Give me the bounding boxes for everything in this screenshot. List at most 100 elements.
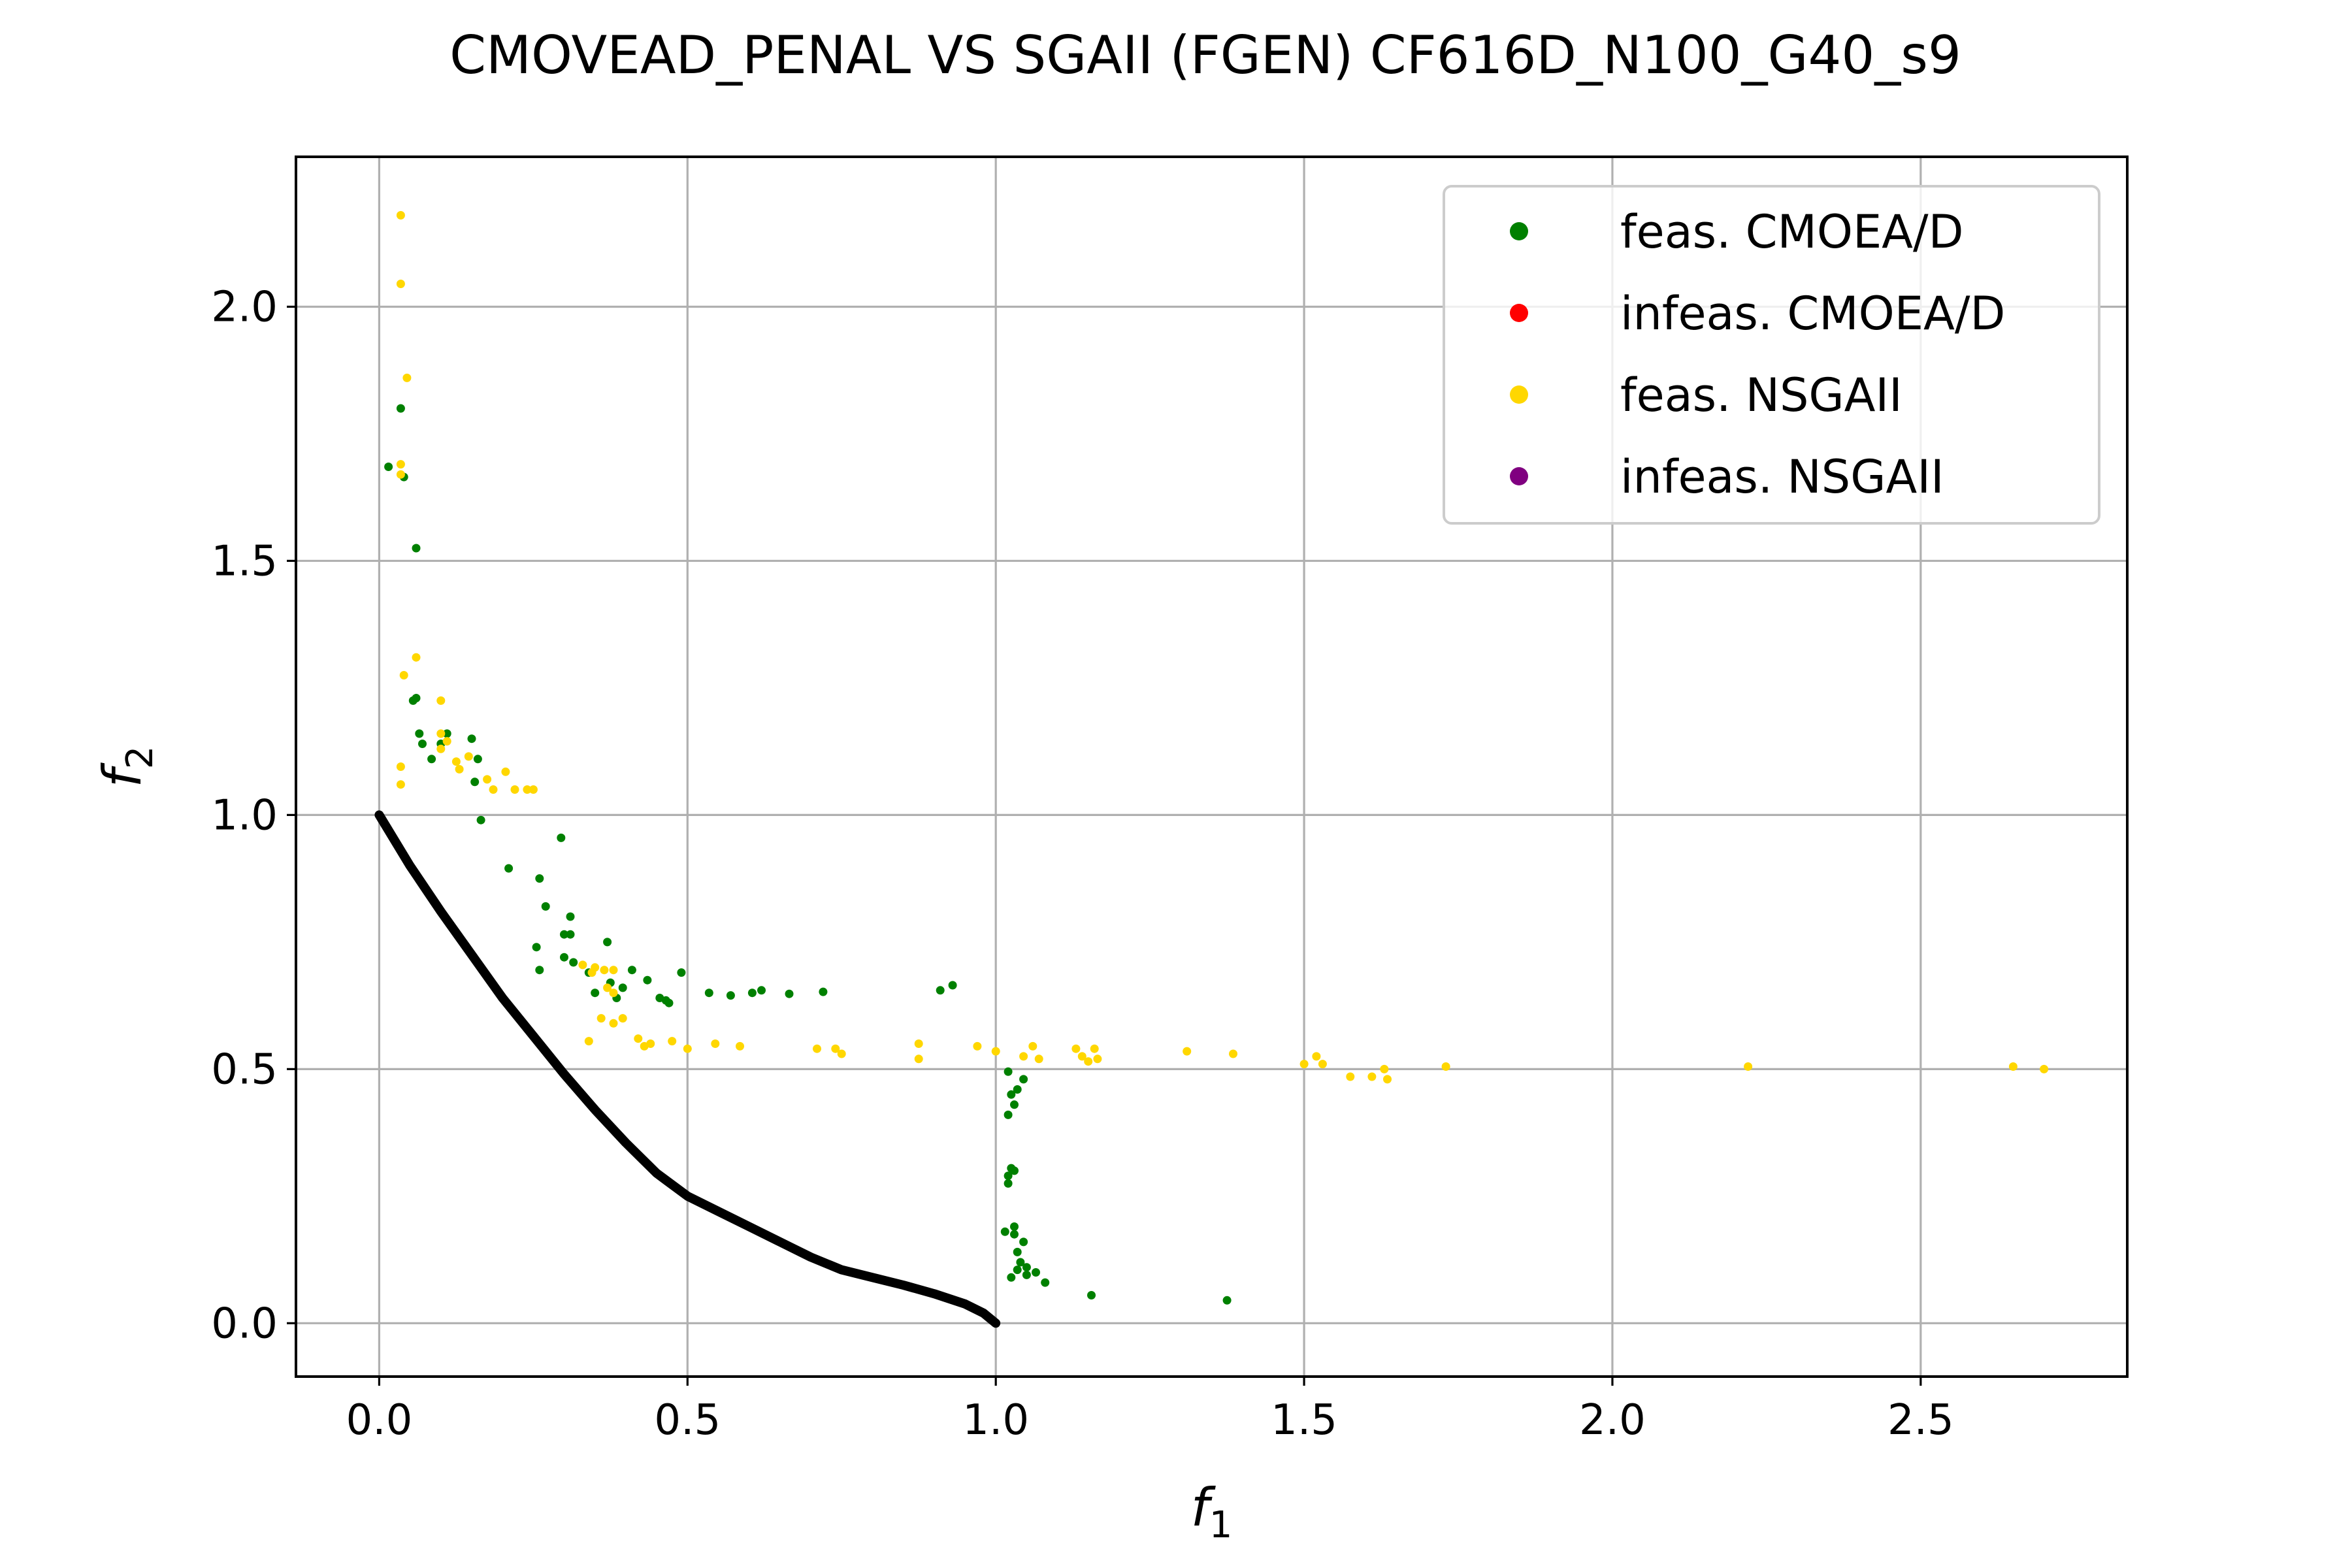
point-feas-cmoea-d	[467, 734, 476, 743]
point-feas-cmoea-d	[418, 740, 427, 748]
legend-label-feas-nsgaii: feas. NSGAII	[1620, 368, 1903, 422]
point-feas-cmoea-d	[541, 902, 550, 911]
y-tick-label: 1.0	[211, 791, 278, 840]
point-feas-nsgaii	[1034, 1054, 1043, 1064]
point-feas-nsgaii	[914, 1039, 923, 1048]
point-feas-nsgaii	[991, 1047, 1000, 1056]
point-feas-nsgaii	[483, 775, 492, 784]
point-feas-cmoea-d	[757, 986, 766, 995]
point-feas-nsgaii	[1318, 1060, 1327, 1069]
point-feas-cmoea-d	[1010, 1166, 1019, 1175]
point-feas-nsgaii	[609, 966, 618, 975]
chart-title: CMOVEAD_PENAL VS SGAII (FGEN) CF616D_N10…	[449, 25, 1961, 86]
point-feas-nsgaii	[436, 729, 446, 738]
point-feas-nsgaii	[2040, 1064, 2049, 1073]
point-feas-nsgaii	[578, 960, 587, 970]
point-feas-nsgaii	[523, 785, 532, 794]
point-feas-cmoea-d	[1032, 1268, 1040, 1277]
point-feas-cmoea-d	[560, 953, 568, 962]
point-feas-nsgaii	[831, 1044, 840, 1053]
point-feas-cmoea-d	[415, 729, 424, 738]
point-feas-nsgaii	[1090, 1044, 1099, 1053]
x-tick-label: 2.5	[1887, 1396, 1954, 1445]
point-feas-nsgaii	[914, 1054, 923, 1064]
point-feas-nsgaii	[2008, 1062, 2017, 1071]
x-axis-label-subscript: 1	[1209, 1504, 1233, 1546]
point-feas-cmoea-d	[785, 989, 794, 998]
point-feas-cmoea-d	[1087, 1291, 1096, 1299]
point-feas-nsgaii	[412, 653, 421, 662]
point-feas-cmoea-d	[476, 815, 485, 825]
legend-marker-infeas-cmoea-d	[1510, 304, 1528, 322]
point-feas-nsgaii	[1093, 1054, 1102, 1064]
point-feas-cmoea-d	[384, 463, 393, 471]
point-feas-nsgaii	[683, 1044, 692, 1053]
point-feas-cmoea-d	[1019, 1075, 1028, 1084]
point-feas-cmoea-d	[1004, 1171, 1013, 1181]
point-feas-nsgaii	[668, 1037, 677, 1046]
point-feas-nsgaii	[396, 211, 405, 220]
point-feas-nsgaii	[1346, 1072, 1355, 1081]
point-feas-cmoea-d	[412, 694, 421, 702]
x-tick-label: 1.5	[1271, 1396, 1337, 1445]
y-tick-label: 2.0	[211, 283, 278, 331]
point-feas-cmoea-d	[504, 864, 514, 873]
point-feas-cmoea-d	[1007, 1090, 1016, 1099]
point-feas-cmoea-d	[936, 986, 945, 995]
point-feas-nsgaii	[510, 785, 519, 794]
x-tick-label: 1.0	[962, 1396, 1029, 1445]
point-feas-cmoea-d	[1022, 1270, 1031, 1279]
point-feas-cmoea-d	[427, 755, 436, 764]
point-feas-nsgaii	[603, 983, 612, 992]
point-feas-cmoea-d	[1013, 1266, 1022, 1275]
point-feas-cmoea-d	[1013, 1247, 1022, 1256]
point-feas-cmoea-d	[1222, 1296, 1232, 1305]
point-feas-cmoea-d	[1019, 1237, 1028, 1247]
y-axis-label: f2	[92, 746, 161, 788]
point-feas-nsgaii	[1383, 1075, 1392, 1084]
point-feas-cmoea-d	[1022, 1263, 1031, 1272]
point-feas-nsgaii	[402, 373, 412, 382]
point-feas-cmoea-d	[1041, 1278, 1050, 1287]
point-feas-nsgaii	[1183, 1047, 1192, 1056]
point-feas-cmoea-d	[535, 966, 544, 975]
point-feas-nsgaii	[396, 762, 405, 771]
point-feas-nsgaii	[1367, 1072, 1377, 1081]
point-feas-nsgaii	[489, 785, 498, 794]
legend-entries: feas. CMOEA/D infeas. CMOEA/D feas. NSGAII…	[1510, 205, 2005, 504]
point-feas-cmoea-d	[470, 777, 480, 787]
point-feas-nsgaii	[646, 1039, 655, 1048]
point-feas-cmoea-d	[1010, 1230, 1019, 1239]
axis-ticks: 0.0 0.5 1.0 1.5 2.0 2.5 0.0 0.5 1.0 1.5 2.0	[211, 283, 1954, 1445]
point-feas-nsgaii	[464, 752, 473, 761]
pareto-front-layer	[374, 810, 1001, 1328]
point-feas-nsgaii	[436, 696, 446, 705]
point-feas-nsgaii	[600, 966, 609, 975]
legend-label-infeas-cmoea-d: infeas. CMOEA/D	[1620, 287, 2005, 340]
legend-box	[1443, 185, 2100, 525]
point-feas-cmoea-d	[1004, 1179, 1013, 1188]
point-feas-nsgaii	[584, 1037, 593, 1046]
point-feas-nsgaii	[529, 785, 538, 794]
point-feas-cmoea-d	[1010, 1222, 1019, 1231]
point-feas-nsgaii	[973, 1041, 982, 1051]
point-feas-nsgaii	[396, 280, 405, 288]
point-feas-nsgaii	[1380, 1064, 1389, 1073]
point-feas-cmoea-d	[532, 943, 541, 952]
point-feas-nsgaii	[1744, 1062, 1753, 1071]
x-tick-label: 0.5	[654, 1396, 721, 1445]
point-feas-cmoea-d	[535, 874, 544, 883]
point-feas-cmoea-d	[627, 966, 636, 975]
scatter-points-layer	[384, 211, 2049, 1305]
y-tick-label: 0.5	[211, 1045, 278, 1094]
point-feas-nsgaii	[1312, 1052, 1321, 1061]
point-feas-cmoea-d	[1013, 1085, 1022, 1094]
point-feas-nsgaii	[451, 757, 461, 766]
point-feas-cmoea-d	[747, 988, 757, 998]
y-tick-label: 0.0	[211, 1299, 278, 1348]
point-feas-nsgaii	[1299, 1060, 1309, 1069]
point-feas-cmoea-d	[569, 958, 578, 967]
point-feas-cmoea-d	[643, 975, 652, 985]
legend-marker-feas-nsgaii	[1510, 385, 1528, 404]
